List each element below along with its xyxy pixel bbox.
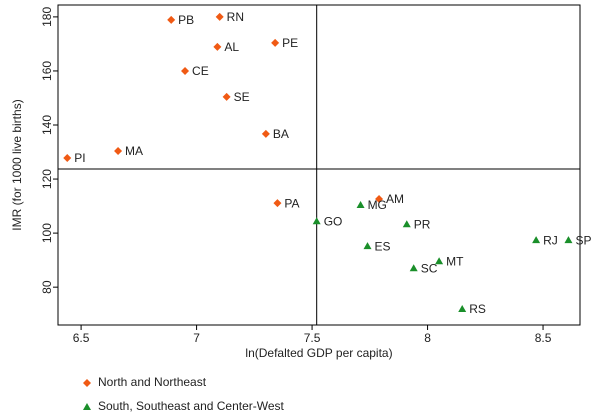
point [273, 199, 282, 208]
point [402, 220, 411, 228]
point-label: PI [74, 151, 85, 165]
point [181, 66, 190, 75]
legend-marker [83, 379, 91, 387]
point-label: RJ [543, 233, 558, 247]
point [363, 242, 372, 250]
x-tick-label: 7.5 [304, 331, 321, 345]
x-tick-label: 7 [193, 331, 200, 345]
point-label: SC [421, 261, 438, 275]
point [213, 42, 222, 51]
point-label: MA [125, 144, 143, 158]
point [215, 12, 224, 21]
point-label: AM [386, 192, 404, 206]
point [532, 236, 541, 244]
legend-label: South, Southeast and Center-West [98, 399, 285, 413]
point-label: GO [324, 214, 343, 228]
point-label: SP [575, 233, 591, 247]
legend-label: North and Northeast [98, 375, 207, 389]
point-label: RN [227, 10, 244, 24]
point-label: MT [446, 254, 464, 268]
y-tick-label: 140 [40, 115, 54, 135]
point [458, 305, 467, 313]
point [409, 264, 418, 272]
y-tick-label: 120 [40, 169, 54, 189]
plot-frame [57, 4, 581, 326]
x-tick-label: 8 [424, 331, 431, 345]
point [356, 201, 365, 208]
point-label: PA [284, 196, 299, 210]
point [271, 38, 280, 47]
point [564, 236, 573, 244]
y-tick-label: 180 [40, 7, 54, 27]
x-tick-label: 8.5 [535, 331, 552, 345]
point [375, 195, 384, 204]
y-axis-label: IMR (for 1000 live births) [10, 99, 24, 230]
point-label: SE [234, 90, 250, 104]
point-label: ES [375, 239, 391, 253]
y-tick-label: 80 [40, 280, 54, 294]
x-tick-label: 6.5 [73, 331, 90, 345]
point [222, 92, 231, 101]
point [63, 153, 72, 162]
point-label: PB [178, 13, 194, 27]
point-label: PE [282, 36, 298, 50]
point-label: BA [273, 127, 289, 141]
point-label: CE [192, 64, 209, 78]
point [114, 146, 123, 155]
point [312, 217, 321, 225]
point-label: PR [414, 217, 431, 231]
point-label: AL [224, 40, 239, 54]
x-axis-label: ln(Defalted GDP per capita) [245, 346, 392, 360]
point [261, 129, 270, 138]
point [435, 257, 444, 265]
point-label: RS [469, 302, 486, 316]
legend-marker [83, 403, 91, 410]
y-tick-label: 160 [40, 61, 54, 81]
point-label: MG [368, 198, 387, 212]
y-tick-label: 100 [40, 223, 54, 243]
point [167, 15, 176, 24]
